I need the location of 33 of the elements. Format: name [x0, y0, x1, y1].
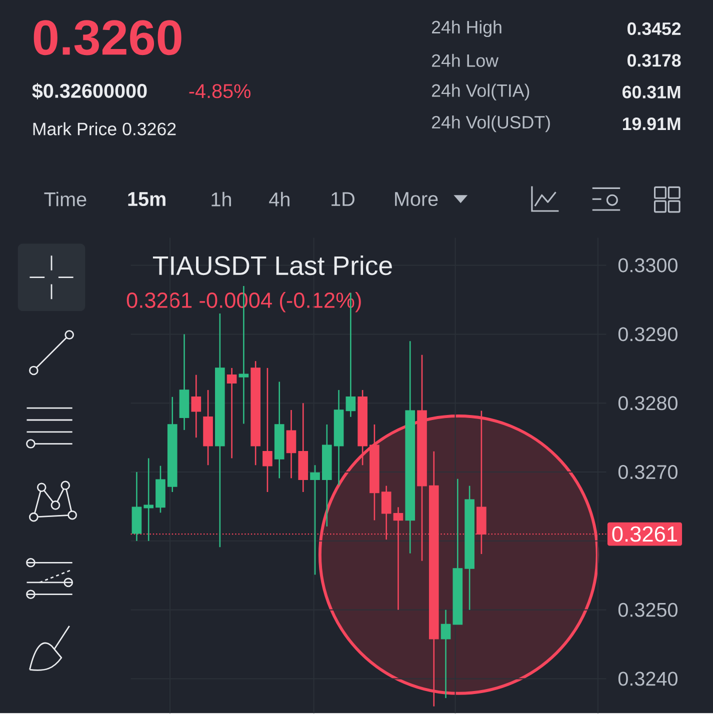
text: $0.32600000 — [32, 83, 147, 100]
text: 24h Low — [432, 54, 498, 67]
candlestick — [440, 609, 451, 699]
y-tick-label: 0.3240 — [618, 672, 678, 686]
candlestick — [144, 458, 154, 542]
text: More — [394, 192, 438, 206]
text: -4.85% — [189, 84, 250, 98]
candlestick — [262, 367, 272, 493]
text: 1h — [212, 192, 231, 206]
text: 4h — [268, 192, 290, 206]
y-tick-label: 0.3290 — [618, 327, 678, 342]
text: Mark Price 0.3262 — [33, 122, 176, 136]
text: 0.3260 — [34, 20, 182, 56]
text: 15m — [128, 192, 166, 206]
text: 24h Vol(TIA) — [432, 84, 529, 100]
text: 0.3178 — [627, 54, 681, 67]
y-tick-label: 0.3300 — [618, 258, 678, 272]
y-tick-label: 0.3250 — [618, 602, 678, 617]
text: 19.91M — [622, 118, 680, 130]
ref-line-label: 0.3261 — [612, 526, 677, 542]
candlestick — [191, 374, 201, 438]
text: 60.31M — [622, 86, 680, 98]
text: 24h High — [432, 20, 502, 38]
text: 24h Vol(USDT) — [432, 116, 550, 132]
text: TIAUSDT Last Price — [152, 255, 392, 276]
text: 1D — [331, 192, 354, 206]
y-tick-label: 0.3280 — [618, 396, 678, 410]
candlestick — [310, 464, 320, 576]
candlestick — [226, 367, 237, 459]
candlestick — [286, 409, 296, 479]
text: 0.3452 — [627, 22, 681, 36]
text: Time — [44, 192, 86, 206]
y-tick-label: 0.3270 — [618, 465, 678, 480]
